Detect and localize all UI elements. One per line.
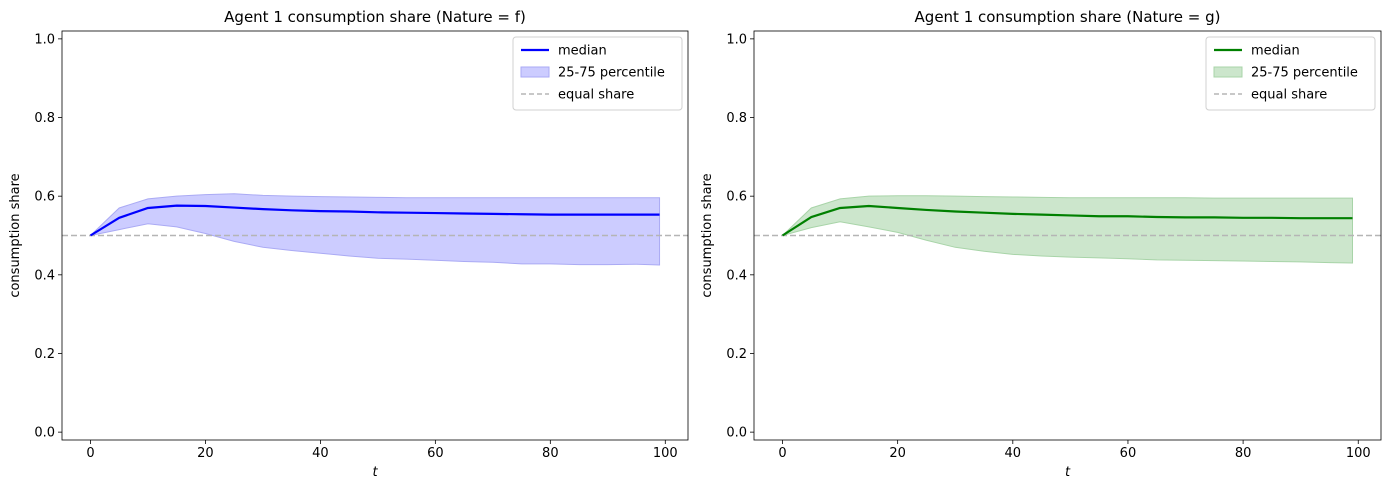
legend-label: median: [558, 44, 607, 59]
y-tick-label: 0.2: [726, 347, 747, 362]
axes-frame: [753, 30, 1382, 441]
y-tick-label: 0.4: [726, 268, 747, 283]
x-tick-label: 100: [1346, 446, 1371, 461]
y-tick-label: 0.2: [34, 347, 55, 362]
x-tick-label: 100: [653, 446, 678, 461]
legend-swatch-band: [520, 66, 550, 78]
x-axis-label: t: [372, 465, 378, 480]
legend-label: equal share: [558, 88, 634, 103]
y-tick-label: 0.6: [726, 190, 747, 205]
legend-box: [512, 36, 683, 111]
chart-panel-1: 0 20 40 60 80 100 0.0 0.2 0.4 0.6 0.8 1.0 Agent 1 co…: [8, 8, 689, 480]
chart-title: Agent 1 consumption share (Nature = f): [224, 8, 526, 26]
legend-label: median: [1251, 44, 1300, 59]
x-tick-label: 60: [427, 446, 444, 461]
median-line: [89, 204, 660, 237]
x-tick-label: 20: [197, 446, 214, 461]
y-axis-label: consumption share: [8, 173, 23, 297]
percentile-band: [88, 193, 661, 266]
x-tick-label: 80: [1235, 446, 1252, 461]
y-tick-label: 0.4: [34, 268, 55, 283]
legend-swatch-band: [1213, 66, 1243, 78]
y-tick-label: 1.0: [34, 32, 55, 47]
y-tick-label: 1.0: [726, 32, 747, 47]
percentile-band: [782, 195, 1353, 264]
legend-box: [1205, 36, 1376, 111]
legend: median 25-75 percentile equal share: [1205, 36, 1376, 111]
x-tick-label: 40: [1005, 446, 1022, 461]
y-axis-label: consumption share: [700, 173, 715, 297]
legend-label: equal share: [1251, 88, 1327, 103]
median-line: [781, 204, 1353, 237]
x-tick-label: 0: [778, 446, 786, 461]
x-tick-label: 80: [542, 446, 559, 461]
chart-panel-2: 0 20 40 60 80 100 0.0 0.2 0.4 0.6 0.8 1.0 Agent 1 co…: [700, 8, 1382, 480]
y-tick-label: 0.0: [726, 426, 747, 441]
chart-title: Agent 1 consumption share (Nature = g): [915, 8, 1221, 26]
x-tick-label: 0: [86, 446, 94, 461]
y-tick-label: 0.0: [34, 426, 55, 441]
y-tick-label: 0.8: [34, 111, 55, 126]
legend: median 25-75 percentile equal share: [512, 36, 683, 111]
y-tick-label: 0.8: [726, 111, 747, 126]
axes-frame: [61, 30, 689, 441]
y-tick-label: 0.6: [34, 190, 55, 205]
x-axis-label: t: [1065, 465, 1071, 480]
x-tick-label: 20: [889, 446, 906, 461]
x-tick-label: 60: [1120, 446, 1137, 461]
legend-label: 25-75 percentile: [1251, 66, 1358, 81]
legend-label: 25-75 percentile: [558, 66, 665, 81]
x-tick-label: 40: [312, 446, 329, 461]
